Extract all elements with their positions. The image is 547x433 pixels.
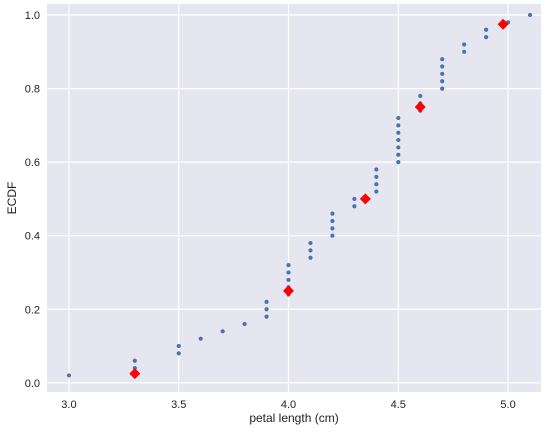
- y-tick-label: 0.4: [25, 231, 40, 243]
- ecdf-point: [440, 79, 445, 84]
- percentile-diamond-marker: [359, 193, 371, 205]
- ecdf-point: [418, 93, 423, 99]
- ecdf-point: [352, 204, 357, 209]
- x-tick-label: 5.0: [500, 399, 515, 411]
- ecdf-point: [462, 42, 467, 47]
- ecdf-point: [352, 196, 357, 202]
- ecdf-point: [132, 358, 137, 363]
- ecdf-point: [308, 255, 313, 260]
- ecdf-point: [374, 167, 379, 172]
- percentile-diamond-marker: [414, 101, 426, 113]
- ecdf-point: [132, 365, 137, 371]
- ecdf-point: [396, 123, 401, 128]
- y-tick-label: 0.2: [25, 304, 40, 316]
- grid-lines: [47, 4, 541, 392]
- ecdf-point: [440, 57, 445, 62]
- ecdf-point: [286, 270, 291, 275]
- ecdf-point: [484, 27, 489, 32]
- y-tick-label: 0.0: [25, 378, 40, 390]
- ecdf-point: [462, 49, 467, 54]
- ecdf-point: [198, 336, 203, 341]
- x-tick-label: 4.5: [391, 399, 406, 411]
- x-tick-label: 3.0: [61, 399, 76, 411]
- ecdf-point: [308, 240, 313, 246]
- ecdf-point: [176, 343, 181, 349]
- percentile-diamond-marker: [283, 285, 295, 297]
- ecdf-point: [527, 12, 533, 18]
- ecdf-point: [286, 277, 291, 282]
- percentile-diamond-marker: [497, 18, 509, 30]
- x-tick-labels: 3.0 3.5 4.0 4.5 5.0: [61, 399, 515, 411]
- ecdf-point: [396, 160, 401, 165]
- y-tick-label: 0.6: [25, 157, 40, 169]
- ecdf-point: [396, 152, 401, 157]
- ecdf-point: [66, 373, 72, 378]
- ecdf-point: [330, 218, 335, 224]
- ecdf-point: [396, 130, 401, 135]
- x-tick-label: 3.5: [171, 399, 186, 411]
- ecdf-point: [374, 189, 379, 194]
- ecdf-point: [396, 145, 401, 150]
- ecdf-point: [484, 34, 489, 40]
- data-points: [66, 12, 533, 380]
- x-tick-label: 4.0: [281, 399, 296, 411]
- ecdf-point: [330, 226, 335, 231]
- ecdf-point: [374, 174, 379, 179]
- ecdf-point: [374, 182, 379, 187]
- ecdf-point: [264, 307, 269, 312]
- ecdf-point: [440, 86, 445, 91]
- plot-area: [47, 4, 541, 392]
- ecdf-point: [176, 351, 181, 356]
- ecdf-point: [330, 211, 335, 216]
- ecdf-point: [396, 115, 401, 121]
- ecdf-point: [330, 233, 335, 238]
- ecdf-point: [242, 321, 247, 327]
- ecdf-point: [308, 248, 313, 253]
- ecdf-point: [220, 329, 225, 334]
- y-tick-label: 1.0: [25, 10, 40, 22]
- ecdf-point: [264, 299, 269, 304]
- y-tick-label: 0.8: [25, 84, 40, 96]
- ecdf-point: [264, 314, 269, 319]
- ecdf-point: [440, 71, 445, 76]
- x-axis-label: petal length (cm): [249, 411, 338, 425]
- ecdf-point: [396, 137, 401, 143]
- y-axis-label: ECDF: [5, 182, 19, 215]
- percentile-diamond-marker: [129, 368, 141, 380]
- ecdf-point: [286, 263, 291, 268]
- y-tick-labels: 0.0 0.2 0.4 0.6 0.8 1.0: [25, 10, 40, 390]
- ecdf-point: [440, 64, 445, 69]
